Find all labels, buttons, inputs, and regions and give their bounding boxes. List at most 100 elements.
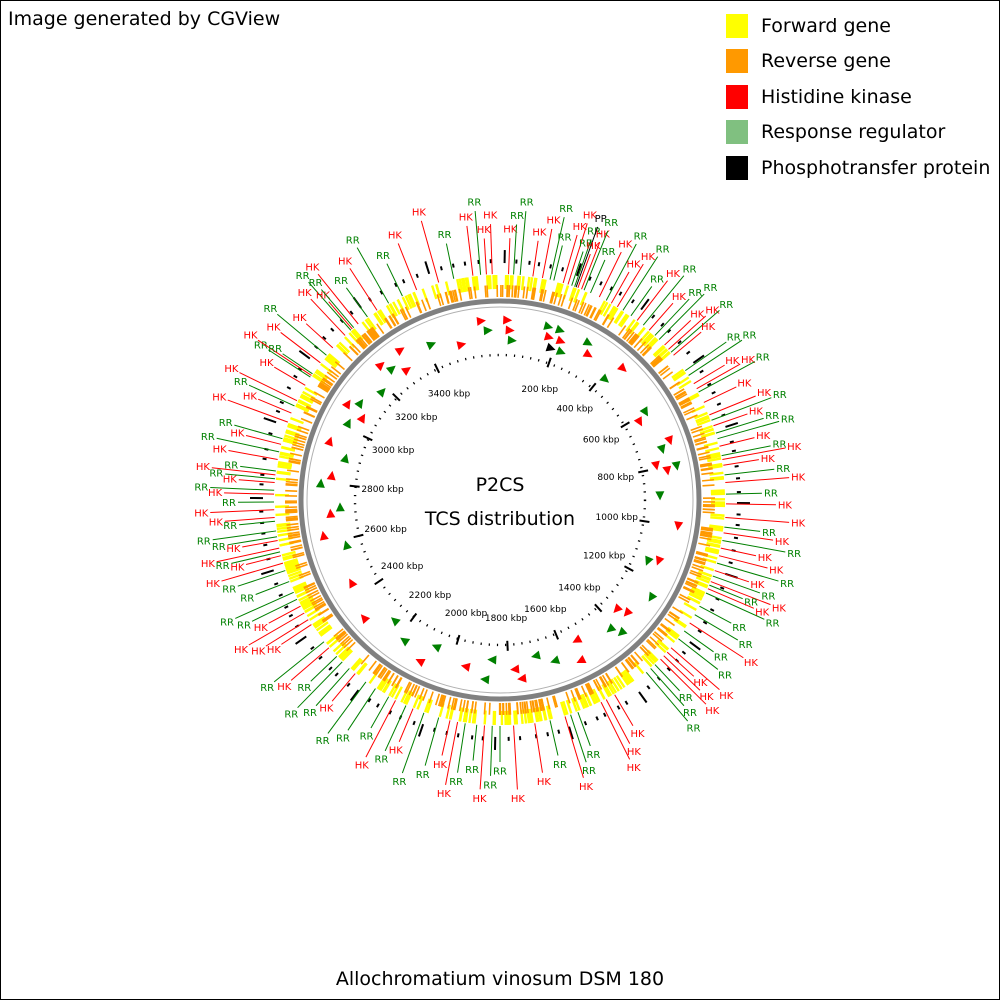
callout-label: HK [586,241,601,252]
tcs-marker [375,362,385,371]
outer-tick [585,721,586,725]
callout-label: HK [772,603,787,614]
callout-label: HK [761,454,776,465]
tcs-marker [503,315,512,324]
tcs-marker [624,607,633,617]
callout-label: RR [602,247,616,258]
outer-tick [618,706,620,709]
tcs-marker [354,399,363,409]
outer-tick [294,375,297,377]
callout-label: RR [656,245,670,256]
outer-tick [264,418,276,422]
callout-label: RR [687,723,701,734]
callout-label: RR [558,232,572,243]
outer-tick [550,264,551,268]
callout-label: RR [260,683,274,694]
callout-line [398,243,416,289]
forward-gene [277,473,291,475]
reverse-gene [518,286,519,298]
kbp-label: 1600 kbp [524,605,567,615]
callout-label: RR [197,536,211,547]
kbp-label: 1800 kbp [485,614,528,624]
outer-tick [717,403,721,405]
callout-line [210,510,274,513]
reverse-gene [286,516,298,517]
reverse-gene [510,703,511,715]
callout-label: HK [251,646,266,657]
callout-label: HK [511,794,526,805]
tcs-marker [613,603,622,613]
outer-tick [562,267,563,271]
kbp-label: 600 kbp [583,435,620,445]
callout-label: HK [389,746,404,757]
forward-gene [710,515,724,516]
ruler-major-tick [410,613,416,621]
callout-label: RR [212,542,226,553]
callout-label: HK [705,706,720,717]
callout-label: RR [756,353,770,364]
outer-tick [661,323,664,326]
ruler-major-tick [507,641,508,651]
forward-gene [511,275,512,289]
tcs-marker [342,400,351,410]
tcs-marker [343,419,351,429]
callout-line [554,246,563,281]
callout-label: HK [579,782,594,793]
outer-tick [279,594,283,596]
kbp-label: 2200 kbp [409,591,452,601]
callout-label: HK [666,269,681,280]
callout-label: RR [263,304,277,315]
callout-line [371,697,389,728]
callout-label: HK [243,331,258,342]
kbp-label: 400 kbp [556,405,593,415]
callout-label: HK [641,252,656,263]
callout-label: RR [781,414,795,425]
callout-label: RR [586,750,600,761]
callout-label: RR [732,623,746,634]
callout-label: HK [234,645,249,656]
callout-label: HK [755,607,770,618]
tcs-marker [391,617,401,626]
callout-line [239,480,275,483]
tcs-marker [386,366,396,375]
tcs-marker [645,556,653,566]
callout-label: HK [319,704,334,715]
callout-label: RR [392,777,406,788]
tcs-marker [336,502,345,511]
callout-label: RR [727,332,741,343]
callout-label: HK [775,537,790,548]
ruler-major-tick [638,470,648,472]
backbone-inner-edge [307,307,693,693]
kbp-label: 2000 kbp [445,609,488,619]
tcs-marker [487,656,496,665]
callout-line [387,264,403,296]
callout-label: HK [196,462,211,473]
callout-label: HK [705,306,720,317]
outer-tick [730,441,734,442]
callout-label: HK [693,678,708,689]
callout-label: RR [438,230,452,241]
outer-tick [261,570,273,574]
forward-gene [705,448,719,451]
callout-label: RR [743,331,757,342]
tcs-marker [327,471,336,481]
callout-line [442,720,450,755]
callout-line [591,260,605,293]
reverse-gene [304,412,315,417]
outer-tick [351,690,359,700]
kbp-label: 3400 kbp [428,390,471,400]
callout-label: HK [209,517,224,528]
reverse-gene [700,537,712,539]
outer-tick [276,411,280,412]
reverse-gene [517,702,518,714]
tcs-marker [583,349,593,358]
callout-line [685,342,726,371]
tcs-inner-markers [316,315,683,684]
callout-label: RR [209,469,223,480]
tcs-marker [576,655,586,663]
callout-line [725,517,789,522]
outer-tick [710,609,714,611]
ruler-major-tick [354,535,364,537]
callout-label: RR [683,264,697,275]
